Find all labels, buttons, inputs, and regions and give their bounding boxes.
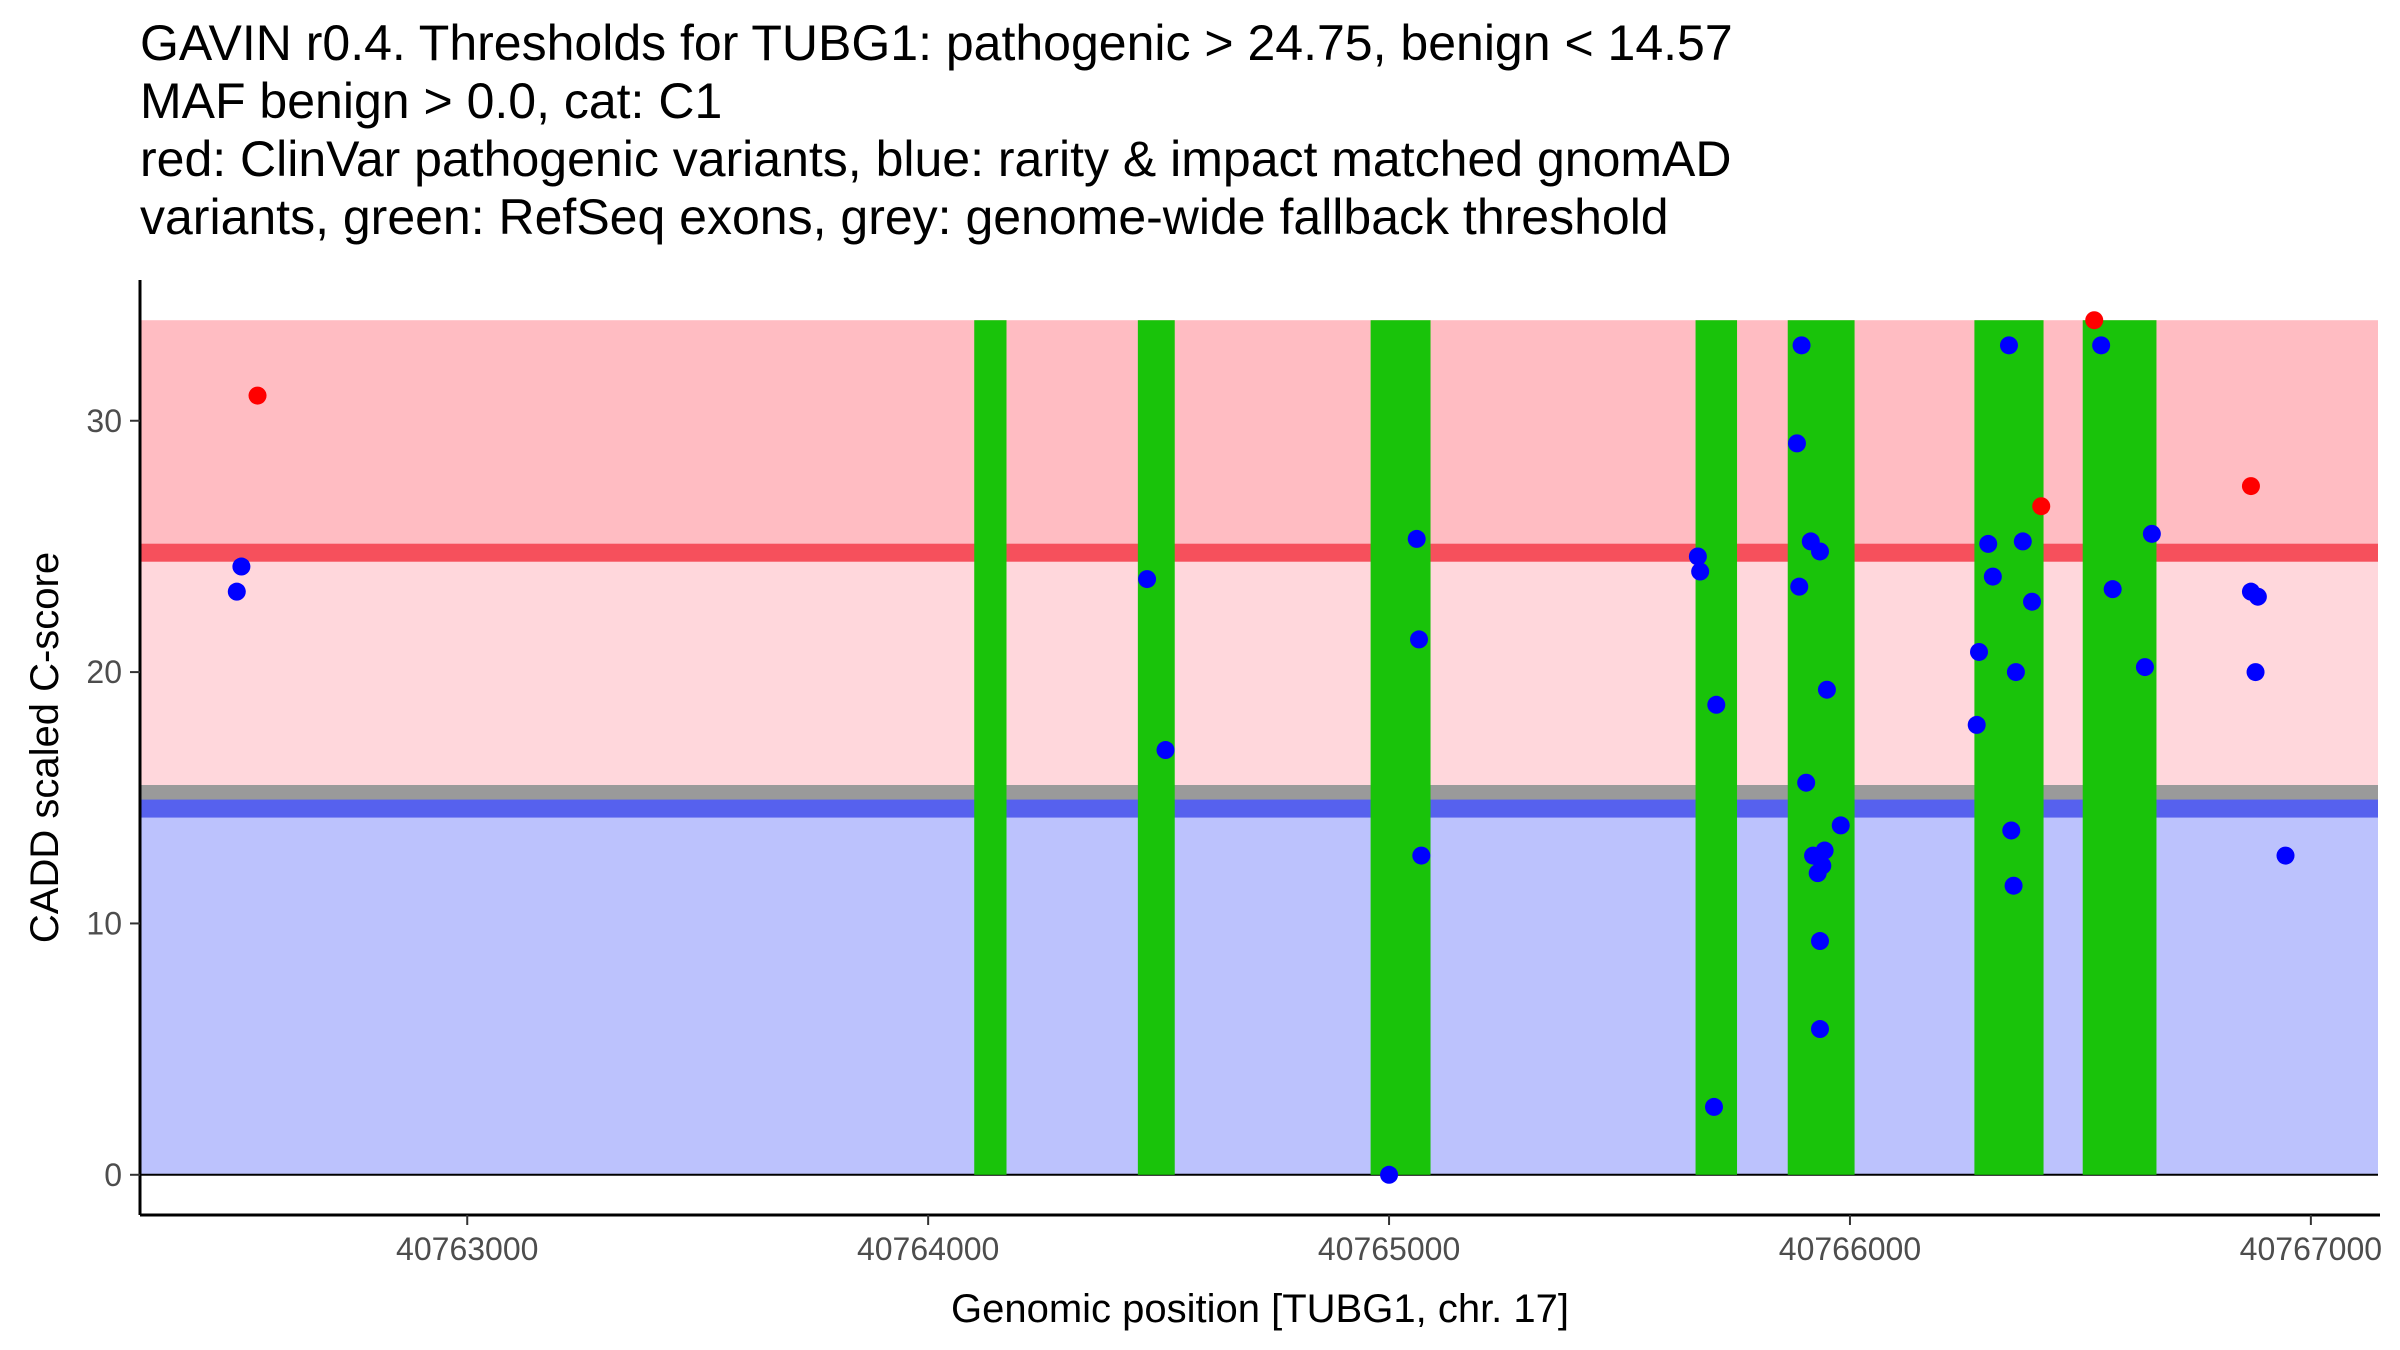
- gnomad-point: [1811, 932, 1829, 951]
- gnomad-point: [1156, 741, 1175, 760]
- gnomad-point: [2002, 821, 2021, 840]
- clinvar-point: [2241, 477, 2260, 496]
- y-tick-label: 10: [86, 905, 122, 941]
- x-tick-label: 40764000: [857, 1231, 999, 1267]
- variant-points: [227, 311, 2295, 1184]
- y-tick-label: 30: [86, 403, 122, 439]
- gnomad-point: [1831, 816, 1850, 835]
- gnomad-point: [1704, 1097, 1723, 1116]
- gnomad-point: [1412, 846, 1431, 865]
- gnomad-point: [1407, 529, 1426, 548]
- y-tick-label: 20: [86, 654, 122, 690]
- clinvar-point: [2032, 497, 2051, 516]
- y-axis-title: CADD scaled C-score: [23, 552, 67, 943]
- x-tick-label: 40763000: [396, 1231, 538, 1267]
- clinvar-point: [2085, 311, 2104, 330]
- gnomad-point: [1787, 434, 1806, 453]
- chart-title: GAVIN r0.4. Thresholds for TUBG1: pathog…: [140, 14, 1733, 246]
- gnomad-point: [2006, 663, 2025, 682]
- gnomad-point: [1811, 542, 1829, 561]
- gnomad-point: [2248, 587, 2267, 606]
- title-line-2: MAF benign > 0.0, cat: C1: [140, 73, 723, 129]
- gnomad-point: [1691, 562, 1710, 581]
- gnomad-point: [1970, 642, 1989, 661]
- gnomad-point: [2142, 524, 2161, 543]
- exon-band: [1974, 320, 2044, 1175]
- exon-band: [2082, 320, 2157, 1175]
- gnomad-point: [1967, 715, 1986, 734]
- gnomad-point: [1815, 841, 1834, 860]
- gnomad-point: [2276, 846, 2295, 865]
- exon-band: [1695, 320, 1738, 1175]
- gnomad-point: [1138, 570, 1157, 589]
- x-tick-label: 40766000: [1779, 1231, 1921, 1267]
- gnomad-point: [2023, 592, 2042, 611]
- gnomad-point: [1999, 336, 2018, 355]
- x-tick-label: 40767000: [2240, 1231, 2382, 1267]
- x-axis-title: Genomic position [TUBG1, chr. 17]: [951, 1287, 1569, 1331]
- gnomad-point: [1811, 1020, 1829, 1039]
- gnomad-point: [2013, 532, 2032, 551]
- gnomad-point: [1707, 695, 1726, 714]
- gnomad-point: [1813, 856, 1832, 875]
- exon-band: [1370, 320, 1431, 1175]
- gnomad-point: [1797, 773, 1816, 792]
- gnomad-point: [1979, 534, 1998, 553]
- gnomad-point: [1983, 567, 2002, 586]
- gnomad-point: [1688, 547, 1707, 566]
- title-line-4: variants, green: RefSeq exons, grey: gen…: [140, 189, 1669, 245]
- gnomad-point: [232, 557, 251, 576]
- gnomad-point: [1380, 1165, 1399, 1184]
- gnomad-point: [1792, 336, 1811, 355]
- x-tick-label: 40765000: [1318, 1231, 1460, 1267]
- gnomad-point: [227, 582, 246, 601]
- axes: 0 10 20 30 40763000 40764000 40765000 40766000 4…: [86, 280, 2382, 1267]
- gnomad-point: [2004, 876, 2023, 895]
- y-tick-label: 0: [104, 1157, 122, 1193]
- gnomad-point: [2246, 663, 2265, 682]
- exon-band: [974, 320, 1007, 1175]
- gnomad-point: [2135, 658, 2154, 677]
- clinvar-point: [248, 386, 267, 405]
- gnomad-point: [2103, 580, 2122, 599]
- gnomad-point: [1410, 630, 1429, 649]
- gnomad-point: [1817, 680, 1836, 699]
- title-line-1: GAVIN r0.4. Thresholds for TUBG1: pathog…: [140, 15, 1733, 71]
- gnomad-point: [2092, 336, 2111, 355]
- gnomad-point: [1790, 577, 1809, 596]
- title-line-3: red: ClinVar pathogenic variants, blue: …: [140, 131, 1732, 187]
